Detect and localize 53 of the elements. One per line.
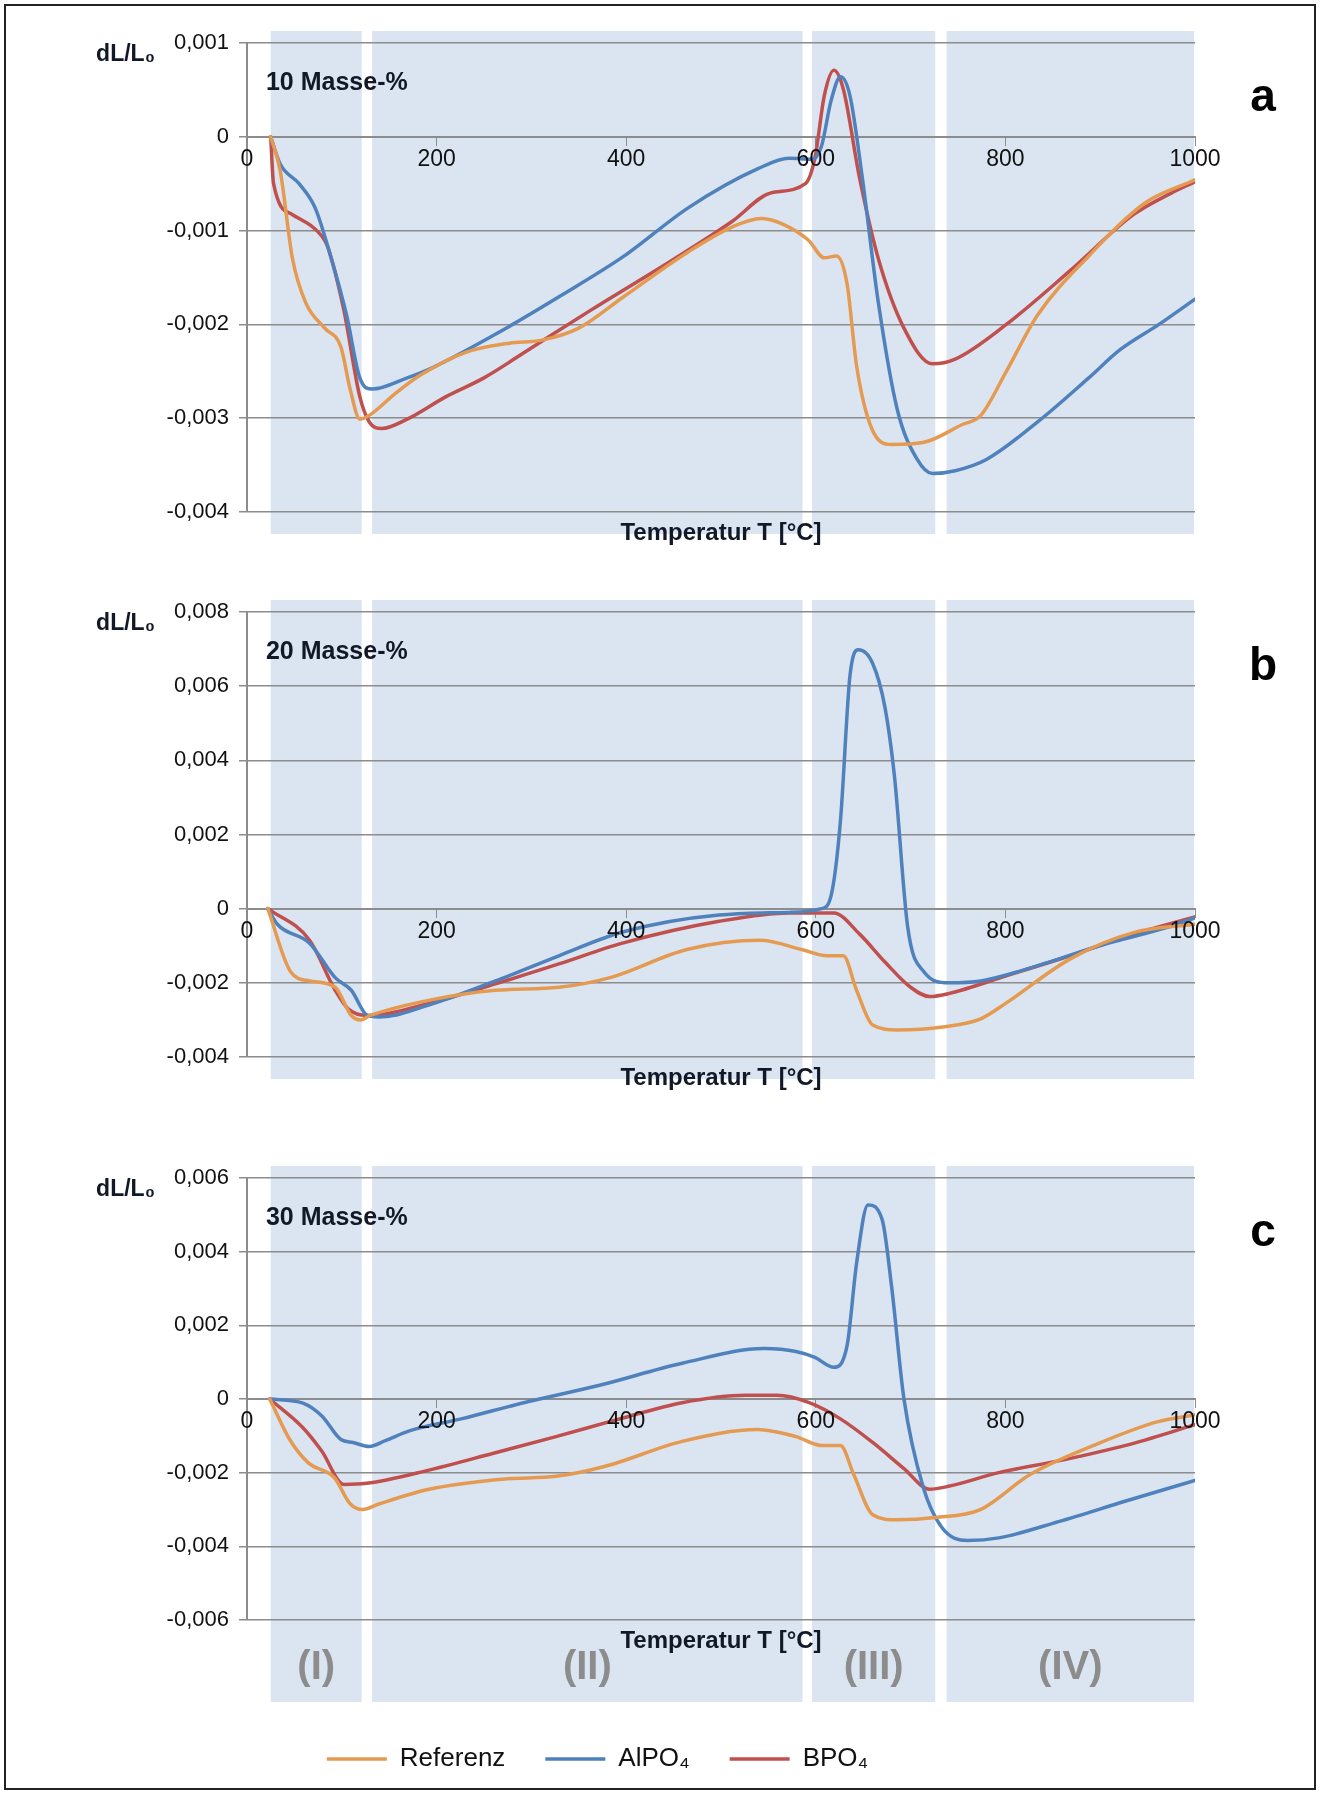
y-tick-label: 0 xyxy=(216,122,229,148)
x-axis-title: Temperatur T [°C] xyxy=(620,1062,822,1090)
x-tick-label: 800 xyxy=(986,916,1025,943)
text: 30 Masse-% xyxy=(265,1201,408,1230)
text: 10 Masse-% xyxy=(265,66,408,95)
band-label: (III) xyxy=(843,1643,904,1688)
text: b xyxy=(1248,637,1278,690)
legend-label: BPO₄ xyxy=(802,1742,869,1773)
x-tick-label: 0 xyxy=(240,144,254,171)
y-tick-label: 0,001 xyxy=(173,29,229,55)
y-axis-title: dL/L₀ xyxy=(96,1175,155,1202)
x-tick-label: 1000 xyxy=(1169,1406,1221,1433)
legend-label: Referenz xyxy=(399,1742,506,1773)
y-tick-label: 0,004 xyxy=(173,1237,229,1263)
y-tick-label: 0,004 xyxy=(173,746,229,772)
y-tick-label: 0,002 xyxy=(173,820,229,846)
y-axis-title: dL/L₀ xyxy=(96,609,155,636)
y-tick-label: -0,001 xyxy=(166,216,229,242)
text: a xyxy=(1250,68,1277,121)
y-tick-label: 0,006 xyxy=(173,1164,229,1190)
y-axis-title: dL/L₀ xyxy=(96,40,155,67)
band-label: (II) xyxy=(562,1643,612,1688)
x-tick-label: 600 xyxy=(796,1406,835,1433)
text: 20 Masse-% xyxy=(265,635,408,664)
y-tick-label: -0,006 xyxy=(166,1606,229,1632)
y-tick-label: 0 xyxy=(216,894,229,920)
x-tick-label: 0 xyxy=(240,1406,254,1433)
y-tick-label: -0,003 xyxy=(166,404,229,430)
y-tick-label: 0,008 xyxy=(173,598,229,624)
y-tick-label: 0 xyxy=(216,1385,229,1411)
x-tick-label: 800 xyxy=(986,1406,1025,1433)
x-tick-label: 600 xyxy=(796,916,835,943)
y-tick-label: -0,002 xyxy=(166,968,229,994)
legend-label: AlPO₄ xyxy=(618,1742,690,1773)
band-label: (I) xyxy=(297,1643,336,1688)
y-tick-label: -0,004 xyxy=(166,498,229,524)
x-tick-label: 800 xyxy=(986,144,1025,171)
y-tick-label: -0,004 xyxy=(166,1043,229,1069)
y-tick-label: -0,002 xyxy=(166,310,229,336)
x-tick-label: 1000 xyxy=(1169,144,1221,171)
x-tick-label: 0 xyxy=(240,916,254,943)
y-tick-label: -0,002 xyxy=(166,1458,229,1484)
x-axis-title: Temperatur T [°C] xyxy=(620,1625,822,1653)
y-tick-label: -0,004 xyxy=(166,1532,229,1558)
x-tick-label: 1000 xyxy=(1169,916,1221,943)
x-tick-label: 200 xyxy=(417,144,456,171)
x-tick-label: 200 xyxy=(417,916,456,943)
text: c xyxy=(1250,1203,1276,1256)
band-label: (IV) xyxy=(1038,1643,1103,1688)
y-tick-label: 0,002 xyxy=(173,1311,229,1337)
y-tick-label: 0,006 xyxy=(173,672,229,698)
x-axis-title: Temperatur T [°C] xyxy=(620,517,822,545)
x-tick-label: 400 xyxy=(607,144,646,171)
